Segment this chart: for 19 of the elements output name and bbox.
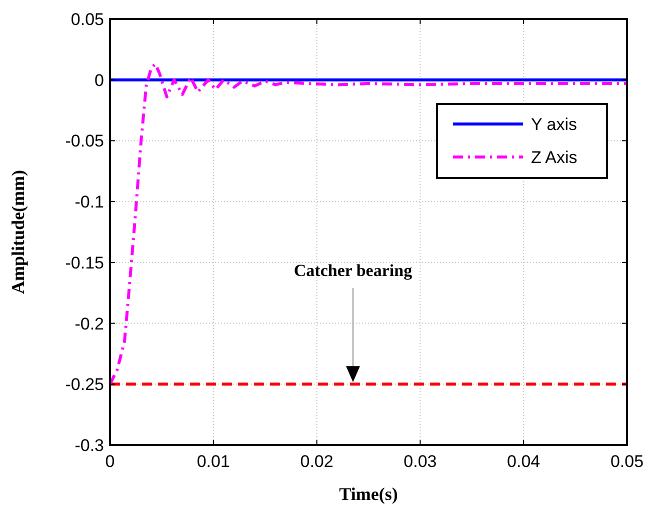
y-tick-label: -0.25 (65, 375, 104, 394)
annotation: Catcher bearing (294, 261, 413, 280)
x-tick-label: 0.01 (196, 452, 230, 471)
legend-label: Z Axis (531, 148, 578, 167)
line-series (108, 62, 628, 386)
x-tick-label: 0.05 (610, 452, 644, 471)
y-tick-label: -0.05 (65, 132, 104, 151)
x-tick-label: 0.04 (507, 452, 540, 471)
y-axis-title: Amplitude(mm) (8, 170, 28, 294)
y-tick-label: -0.2 (74, 314, 104, 334)
x-tick-label: 0.02 (300, 452, 334, 471)
x-axis-title: Time(s) (339, 484, 398, 504)
y-tick-label: -0.3 (74, 436, 104, 455)
y-tick-label: -0.15 (65, 253, 104, 272)
legend-label: Y axis (531, 115, 577, 134)
x-tick-label: 0.03 (404, 452, 437, 471)
y-tick-label: -0.1 (74, 192, 104, 212)
y-tick-label: 0.05 (70, 10, 104, 29)
y-tick-label: 0 (94, 70, 104, 90)
